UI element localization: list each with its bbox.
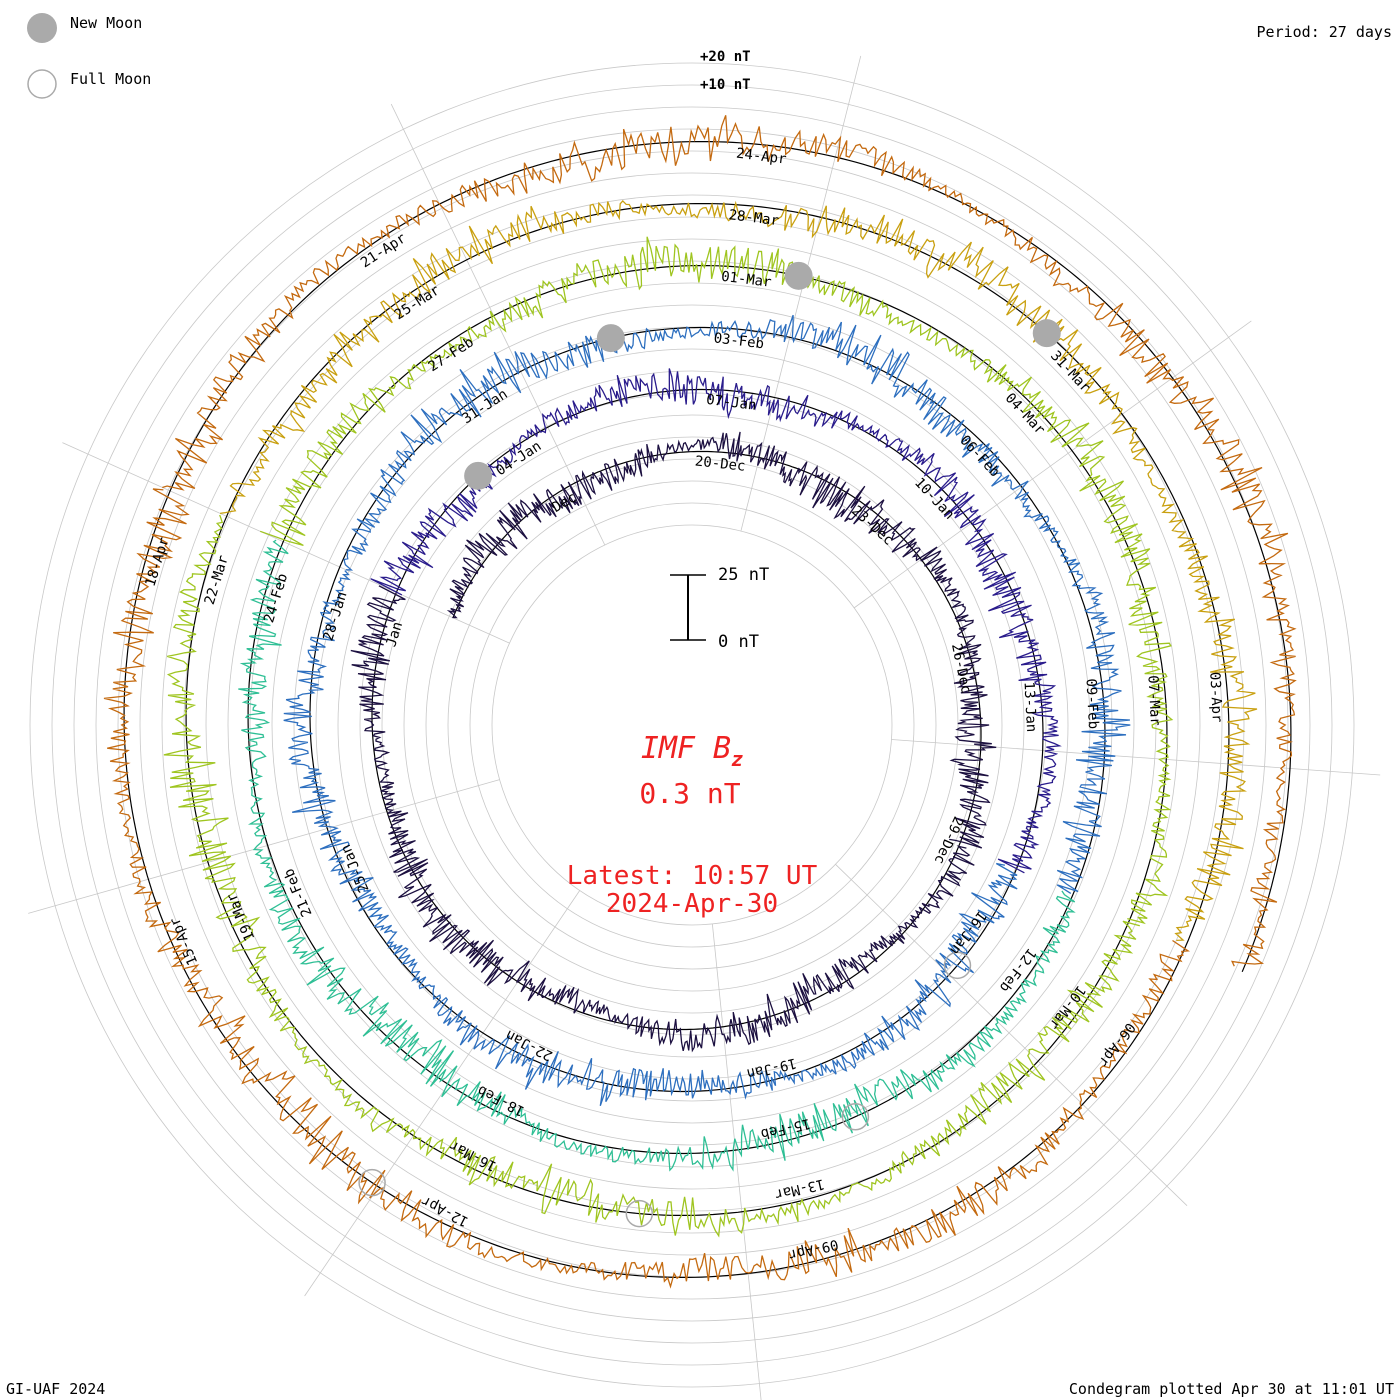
date-label: 24-Feb	[261, 572, 291, 625]
date-label: 20-Dec	[694, 453, 746, 474]
new-moon-legend-label: New Moon	[70, 14, 143, 32]
grid-ring	[315, 348, 1069, 1102]
grid-ring	[491, 524, 893, 926]
series-segment	[370, 368, 1062, 874]
grid-spokes	[28, 55, 1381, 1400]
new-moon-marker	[1032, 319, 1061, 348]
date-label: 07-Mar	[1144, 675, 1163, 726]
scale-bar: 25 nT 0 nT	[670, 565, 769, 652]
grid-ring	[403, 436, 981, 1014]
series-segment	[343, 314, 1131, 894]
new-moon-legend-icon	[27, 13, 57, 43]
full-moon-marker	[841, 1102, 870, 1131]
grid-ring	[51, 84, 1333, 1366]
quantity-title-main: IMF B	[641, 731, 731, 766]
scale-bar-top-label: 25 nT	[718, 565, 769, 585]
grid-rings	[29, 62, 1355, 1388]
grid-spoke	[390, 103, 606, 546]
new-moon-marker	[596, 324, 625, 353]
date-label: 01-Mar	[720, 269, 772, 291]
new-moon-marker	[464, 461, 493, 490]
current-value: 0.3 nT	[639, 777, 740, 810]
moon-markers	[358, 261, 1061, 1228]
date-label: 25-Jan	[338, 842, 372, 895]
grid-ring	[425, 458, 959, 992]
latest-date: 2024-Apr-30	[606, 889, 778, 919]
series-segment	[350, 585, 975, 1053]
series-segment	[446, 431, 997, 849]
date-label: 15-Apr	[167, 915, 201, 968]
full-moon-legend-icon	[27, 69, 57, 99]
grid-spoke	[835, 864, 1188, 1206]
baseline-spiral	[123, 141, 1292, 1278]
grid-ring	[161, 194, 1223, 1256]
series-segment	[103, 488, 1191, 1289]
grid-ring	[271, 304, 1113, 1146]
series-segment	[259, 236, 1174, 925]
date-label: 13-Jan	[1020, 681, 1039, 732]
grid-ring	[117, 150, 1267, 1300]
date-label: 03-Feb	[713, 330, 765, 352]
full-moon-marker	[943, 951, 972, 980]
grid-ring	[95, 128, 1289, 1322]
grid-spoke	[28, 779, 500, 914]
series-segment	[220, 199, 1258, 942]
grid-ring	[337, 370, 1047, 1080]
ring-label-10: +10 nT	[700, 77, 751, 93]
grid-ring	[469, 502, 915, 948]
full-moon-marker	[358, 1168, 386, 1197]
grid-ring	[29, 62, 1355, 1388]
series-segment	[163, 514, 1140, 1238]
grid-spoke	[740, 55, 862, 532]
spiral-data-series	[103, 115, 1297, 1289]
date-label: 03-Apr	[1206, 672, 1225, 723]
series-segment	[283, 570, 1018, 1107]
date-label: 28-Mar	[728, 207, 780, 229]
date-label: Jan	[383, 620, 406, 649]
grid-spoke	[62, 442, 510, 644]
date-label: 07-Jan	[705, 392, 757, 414]
full-moon-marker	[625, 1199, 654, 1228]
quantity-title-subscript: z	[731, 747, 743, 771]
series-segment	[162, 115, 1297, 967]
grid-spoke	[853, 320, 1252, 609]
scale-bar-bottom-label: 0 nT	[718, 632, 759, 652]
date-label: 24-Apr	[735, 146, 787, 168]
footer-plot-time: Condegram plotted Apr 30 at 11:01 UT	[1068, 1380, 1394, 1398]
grid-ring	[249, 282, 1135, 1168]
full-moon-legend-label: Full Moon	[70, 70, 152, 88]
ring-label-20: +20 nT	[700, 49, 751, 65]
period-label: Period: 27 days	[1256, 23, 1392, 41]
date-label: 15-Feb	[759, 1115, 812, 1142]
date-label: 13-Mar	[773, 1175, 826, 1202]
grid-ring	[381, 414, 1003, 1036]
grid-spoke	[711, 923, 762, 1400]
date-label: 21-Feb	[281, 866, 315, 919]
new-moon-marker	[784, 261, 813, 290]
latest-time: Latest: 10:57 UT	[567, 861, 818, 891]
footer-credit: GI-UAF 2024	[6, 1380, 106, 1398]
spiral-baseline	[123, 141, 1292, 1278]
date-labels: Dec20-Dec23-Dec26-Dec29-DecJan04-Jan07-J…	[143, 146, 1225, 1263]
series-segment	[238, 539, 1076, 1172]
grid-ring	[73, 106, 1311, 1344]
quantity-title: IMF Bz	[641, 731, 743, 771]
date-label: 09-Feb	[1082, 678, 1101, 729]
grid-ring	[447, 480, 937, 970]
grid-spoke	[304, 890, 581, 1297]
grid-ring	[293, 326, 1091, 1124]
grid-spoke	[891, 739, 1381, 776]
